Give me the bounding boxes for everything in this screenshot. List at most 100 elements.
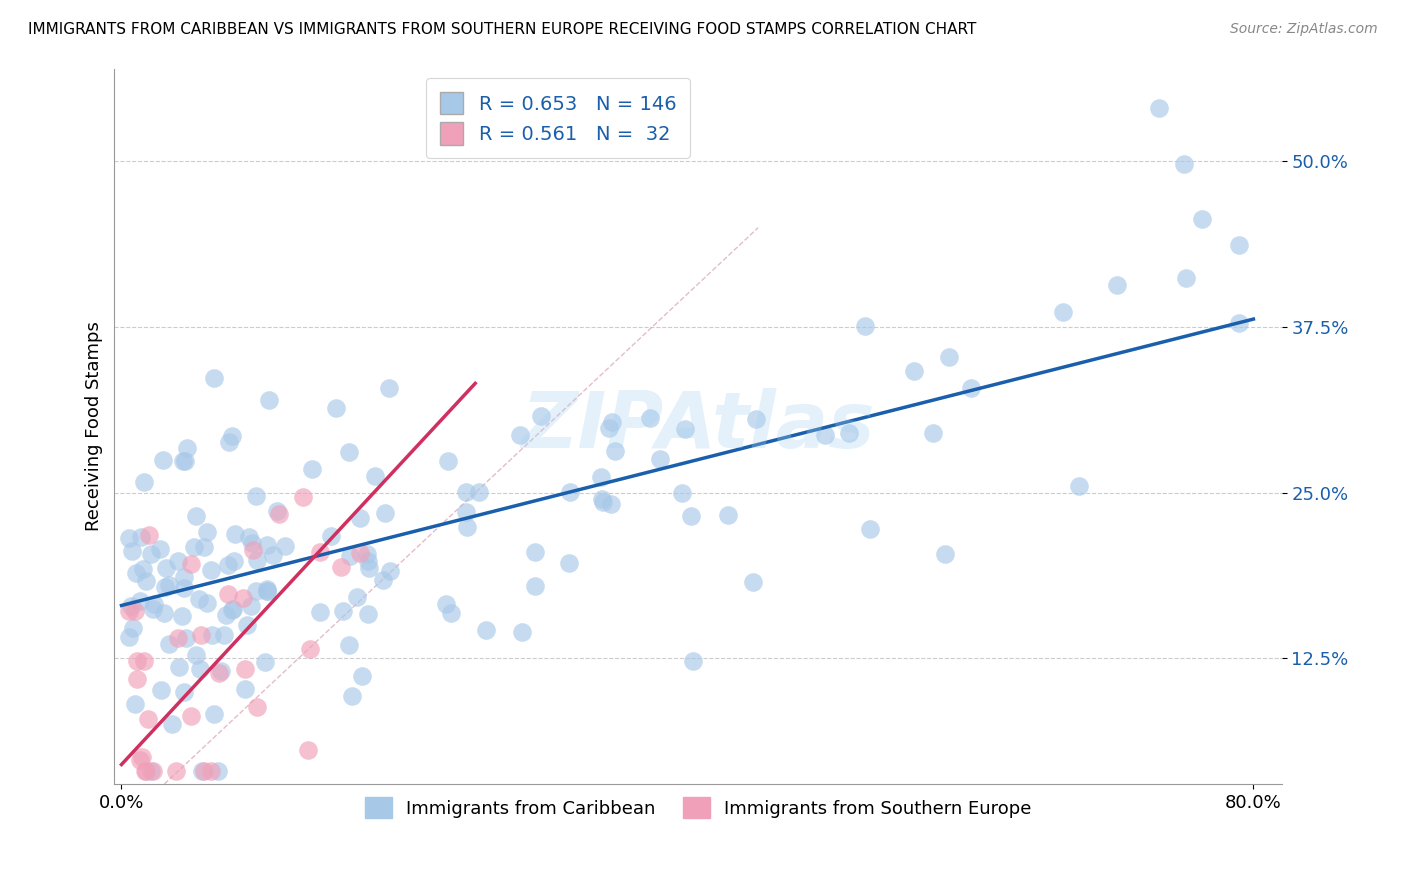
Point xyxy=(124,604,146,618)
Point xyxy=(240,535,263,549)
Point xyxy=(254,655,277,669)
Point xyxy=(183,540,205,554)
Point xyxy=(132,654,155,668)
Point xyxy=(142,602,165,616)
Point xyxy=(838,425,860,440)
Point xyxy=(468,484,491,499)
Point xyxy=(330,560,353,574)
Point xyxy=(359,561,381,575)
Point xyxy=(157,578,180,592)
Point xyxy=(245,700,267,714)
Point xyxy=(217,587,239,601)
Point xyxy=(1191,211,1213,226)
Point xyxy=(1052,305,1074,319)
Point xyxy=(332,605,354,619)
Point xyxy=(193,540,215,554)
Point xyxy=(138,528,160,542)
Point xyxy=(221,603,243,617)
Point xyxy=(717,508,740,523)
Point xyxy=(600,415,623,429)
Point xyxy=(245,583,267,598)
Point xyxy=(174,632,197,646)
Point xyxy=(922,425,945,440)
Point xyxy=(242,543,264,558)
Point xyxy=(256,584,278,599)
Point xyxy=(117,604,139,618)
Point xyxy=(197,596,219,610)
Point xyxy=(232,591,254,605)
Point xyxy=(364,469,387,483)
Point xyxy=(224,554,246,568)
Point xyxy=(592,495,614,509)
Point xyxy=(122,621,145,635)
Point xyxy=(682,654,704,668)
Point xyxy=(218,434,240,449)
Point xyxy=(187,592,209,607)
Point xyxy=(124,697,146,711)
Point xyxy=(134,764,156,779)
Point xyxy=(153,580,176,594)
Point xyxy=(356,547,378,561)
Point xyxy=(202,371,225,385)
Point xyxy=(741,574,763,589)
Point xyxy=(149,683,172,698)
Point xyxy=(176,441,198,455)
Point xyxy=(239,599,262,613)
Point xyxy=(135,764,157,779)
Point xyxy=(120,599,142,613)
Point xyxy=(207,764,229,779)
Point xyxy=(456,505,478,519)
Point xyxy=(938,350,960,364)
Point xyxy=(256,538,278,552)
Point xyxy=(235,617,257,632)
Point xyxy=(357,607,380,621)
Point xyxy=(121,544,143,558)
Point xyxy=(378,381,401,395)
Point xyxy=(640,410,662,425)
Point xyxy=(129,594,152,608)
Point xyxy=(475,623,498,637)
Point xyxy=(131,749,153,764)
Point xyxy=(349,511,371,525)
Point xyxy=(357,554,380,568)
Point xyxy=(233,662,256,676)
Point xyxy=(291,490,314,504)
Point xyxy=(139,547,162,561)
Point xyxy=(233,682,256,697)
Point xyxy=(157,637,180,651)
Point xyxy=(557,556,579,570)
Point xyxy=(337,638,360,652)
Point xyxy=(209,664,232,678)
Point xyxy=(600,497,623,511)
Point xyxy=(301,461,323,475)
Point xyxy=(456,520,478,534)
Point xyxy=(309,544,332,558)
Point xyxy=(259,393,281,408)
Point xyxy=(135,574,157,588)
Point xyxy=(125,566,148,581)
Point xyxy=(1227,238,1250,252)
Point xyxy=(378,564,401,578)
Point xyxy=(558,484,581,499)
Point xyxy=(1227,316,1250,330)
Point xyxy=(221,429,243,443)
Point xyxy=(454,485,477,500)
Point xyxy=(117,630,139,644)
Point xyxy=(256,582,278,596)
Point xyxy=(165,764,187,779)
Point xyxy=(184,509,207,524)
Point xyxy=(191,764,214,779)
Point xyxy=(155,561,177,575)
Point xyxy=(298,641,321,656)
Point xyxy=(374,506,396,520)
Point xyxy=(212,628,235,642)
Point xyxy=(591,470,613,484)
Point xyxy=(224,527,246,541)
Point xyxy=(439,606,461,620)
Point xyxy=(142,764,165,779)
Point xyxy=(605,443,627,458)
Point xyxy=(217,558,239,573)
Point xyxy=(509,427,531,442)
Point xyxy=(190,662,212,676)
Point xyxy=(143,597,166,611)
